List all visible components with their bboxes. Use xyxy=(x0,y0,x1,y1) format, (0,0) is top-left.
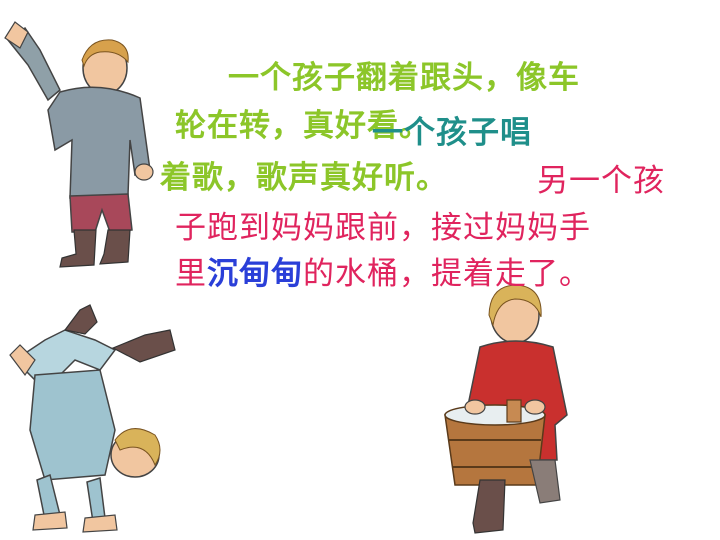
text-line-1: 一个孩子翻着跟头，像车 xyxy=(228,60,580,96)
text-line-3a: 着歌，歌声真好听。 xyxy=(160,160,448,196)
text-line-2a: 轮在转，真好看。 xyxy=(175,108,431,144)
text-line-5: 里沉甸甸的水桶，提着走了。 xyxy=(175,256,591,292)
boy-waving-illustration xyxy=(4,21,154,268)
boy-tumbling-illustration xyxy=(9,304,176,533)
text-line-5b: 沉甸甸 xyxy=(207,256,303,292)
boy-carrying-bucket-illustration xyxy=(444,284,568,534)
text-line-5a: 里 xyxy=(175,256,207,292)
text-line-4: 子跑到妈妈跟前，接过妈妈手 xyxy=(175,210,591,246)
text-line-2b: 一个孩子唱 xyxy=(372,115,532,151)
text-line-5c: 的水桶，提着走了。 xyxy=(303,256,591,292)
text-line-3b: 另一个孩 xyxy=(537,163,665,199)
